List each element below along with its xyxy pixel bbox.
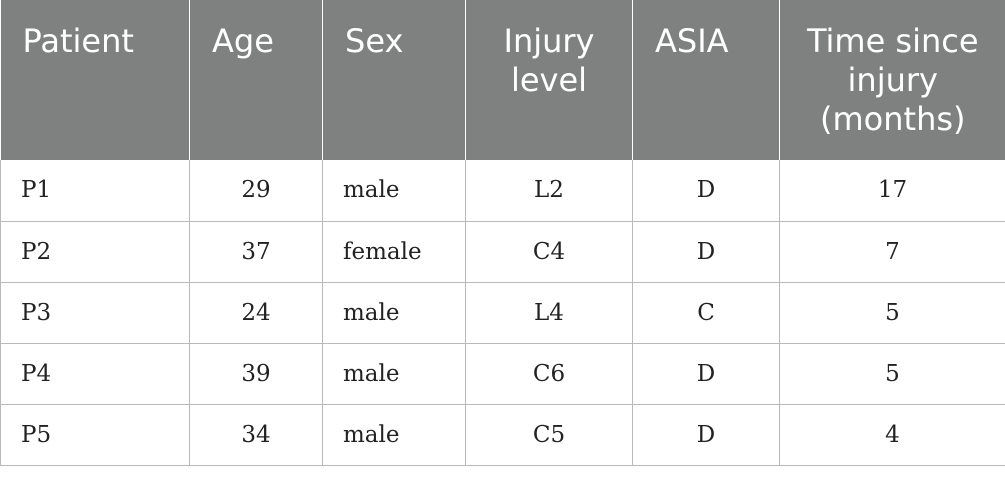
cell-injury-level: C5 <box>465 403 633 466</box>
header-sex: Sex <box>322 0 466 160</box>
cell-injury-level: C4 <box>465 220 633 283</box>
cell-patient: P1 <box>0 160 190 222</box>
cell-patient: P3 <box>0 281 190 344</box>
header-asia: ASIA <box>632 0 780 160</box>
table-row: P4 39 male C6 D 5 <box>0 342 1005 405</box>
cell-age: 29 <box>189 160 323 222</box>
cell-time-since-injury: 5 <box>779 342 1005 405</box>
cell-sex: male <box>322 342 466 405</box>
header-injury-level: Injury level <box>465 0 633 160</box>
table-header: Patient Age Sex Injury level ASIA Time s… <box>0 0 1005 160</box>
cell-injury-level: L4 <box>465 281 633 344</box>
cell-asia: D <box>632 342 780 405</box>
cell-age: 34 <box>189 403 323 466</box>
cell-asia: D <box>632 220 780 283</box>
cell-sex: female <box>322 220 466 283</box>
cell-age: 39 <box>189 342 323 405</box>
cell-sex: male <box>322 403 466 466</box>
cell-patient: P5 <box>0 403 190 466</box>
table-row: P3 24 male L4 C 5 <box>0 281 1005 344</box>
cell-sex: male <box>322 160 466 222</box>
cell-patient: P4 <box>0 342 190 405</box>
patient-table: Patient Age Sex Injury level ASIA Time s… <box>0 0 1005 466</box>
table-row: P2 37 female C4 D 7 <box>0 220 1005 283</box>
cell-asia: C <box>632 281 780 344</box>
table-row: P5 34 male C5 D 4 <box>0 403 1005 466</box>
header-row: Patient Age Sex Injury level ASIA Time s… <box>0 0 1005 160</box>
cell-time-since-injury: 7 <box>779 220 1005 283</box>
cell-asia: D <box>632 403 780 466</box>
cell-injury-level: C6 <box>465 342 633 405</box>
cell-patient: P2 <box>0 220 190 283</box>
cell-age: 37 <box>189 220 323 283</box>
cell-age: 24 <box>189 281 323 344</box>
cell-time-since-injury: 4 <box>779 403 1005 466</box>
cell-injury-level: L2 <box>465 160 633 222</box>
cell-asia: D <box>632 160 780 222</box>
cell-time-since-injury: 17 <box>779 160 1005 222</box>
header-time-since-injury: Time since injury (months) <box>779 0 1005 160</box>
header-patient: Patient <box>0 0 190 160</box>
table-row: P1 29 male L2 D 17 <box>0 160 1005 222</box>
table-body: P1 29 male L2 D 17 P2 37 female C4 D 7 P… <box>0 160 1005 466</box>
header-age: Age <box>189 0 323 160</box>
cell-sex: male <box>322 281 466 344</box>
cell-time-since-injury: 5 <box>779 281 1005 344</box>
